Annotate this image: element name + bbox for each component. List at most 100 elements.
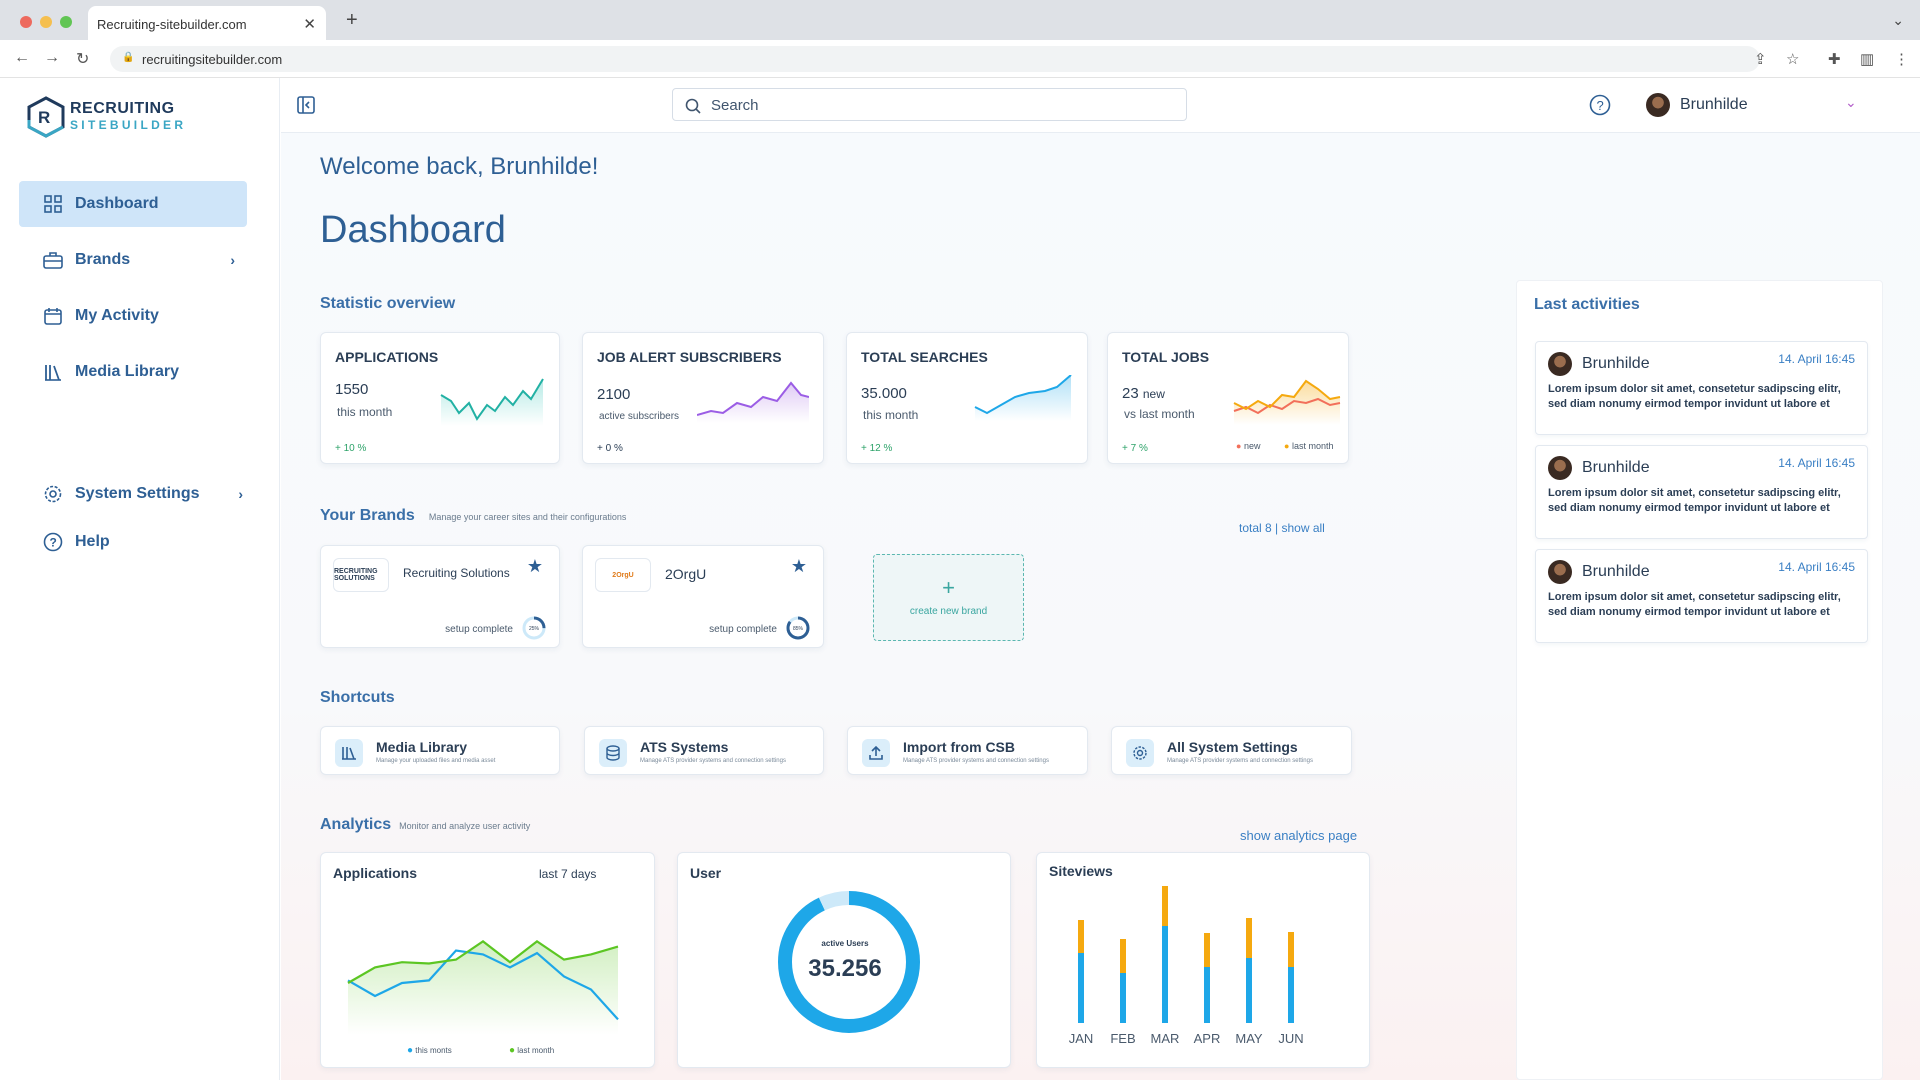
- page-title: Dashboard: [320, 209, 506, 251]
- activity-item[interactable]: Brunhilde 14. April 16:45 Lorem ipsum do…: [1535, 445, 1868, 539]
- browser-menu-icon[interactable]: ⋮: [1894, 51, 1909, 68]
- show-all-brands-link[interactable]: total 8 | show all: [1239, 521, 1325, 535]
- legend-new: ● new: [1236, 441, 1261, 451]
- sidebar-item-media-library[interactable]: Media Library: [19, 349, 247, 395]
- sidebar-item-brands[interactable]: Brands ›: [19, 237, 247, 283]
- chart-title: Applications: [333, 865, 418, 881]
- star-icon[interactable]: ★: [526, 556, 543, 576]
- shortcut-ats-systems[interactable]: ATS Systems Manage ATS provider systems …: [584, 726, 824, 775]
- donut-slice-1: [778, 891, 920, 1033]
- statistic-overview-title: Statistic overview: [320, 295, 456, 312]
- chevron-down-icon[interactable]: ⌄: [1845, 94, 1857, 110]
- close-tab-icon[interactable]: ✕: [303, 16, 316, 33]
- sidebar-item-my-activity[interactable]: My Activity: [19, 293, 247, 339]
- sidebar-item-dashboard[interactable]: Dashboard: [19, 181, 247, 227]
- back-icon[interactable]: ←: [14, 49, 30, 66]
- collapse-sidebar-icon[interactable]: [297, 96, 315, 119]
- shortcut-import-from-csb[interactable]: Import from CSB Manage ATS provider syst…: [847, 726, 1088, 775]
- extensions-icon[interactable]: ✚: [1828, 51, 1841, 68]
- stat-title: TOTAL SEARCHES: [861, 349, 988, 365]
- reload-icon[interactable]: ↻: [76, 51, 90, 68]
- activity-item[interactable]: Brunhilde 14. April 16:45 Lorem ipsum do…: [1535, 549, 1868, 643]
- brand-card-2orgu[interactable]: 2OrgU 2OrgU ★ setup complete 85%: [582, 545, 824, 648]
- tick-label: JUN: [1278, 1031, 1303, 1046]
- lock-icon: 🔒: [122, 52, 135, 63]
- stat-value: 2100: [597, 386, 631, 403]
- close-window-button[interactable]: [20, 16, 32, 28]
- activity-item[interactable]: Brunhilde 14. April 16:45 Lorem ipsum do…: [1535, 341, 1868, 435]
- user-menu[interactable]: Brunhilde: [1646, 93, 1748, 117]
- shortcut-media-library[interactable]: Media Library Manage your uploaded files…: [320, 726, 560, 775]
- user-name: Brunhilde: [1680, 96, 1748, 113]
- search-input[interactable]: Search: [672, 88, 1187, 121]
- chevron-right-icon: ›: [230, 252, 235, 268]
- avatar: [1548, 456, 1572, 480]
- maximize-window-button[interactable]: [60, 16, 72, 28]
- stat-change: + 7 %: [1122, 443, 1148, 454]
- svg-text:R: R: [38, 108, 50, 127]
- browser-tab[interactable]: Recruiting-sitebuilder.com ✕: [88, 6, 326, 40]
- bar-FEB-top: [1120, 939, 1126, 973]
- sidebar: [0, 78, 280, 1080]
- sidebar-item-system-settings[interactable]: System Settings ›: [19, 471, 247, 517]
- stat-value: 35.000: [861, 385, 907, 402]
- bookmark-star-icon[interactable]: ☆: [1786, 51, 1800, 68]
- star-icon[interactable]: ★: [790, 556, 807, 576]
- shortcuts-title: Shortcuts: [320, 689, 395, 706]
- share-icon[interactable]: ⇪: [1754, 51, 1767, 68]
- logo-line2: SITEBUILDER: [70, 118, 187, 132]
- avatar: [1646, 93, 1670, 117]
- sidepanel-icon[interactable]: ▥: [1860, 51, 1875, 68]
- stat-card-job-alert-subscribers[interactable]: JOB ALERT SUBSCRIBERS 2100 active subscr…: [582, 332, 824, 464]
- new-tab-icon[interactable]: +: [346, 9, 358, 31]
- show-analytics-page-link[interactable]: show analytics page: [1240, 828, 1358, 843]
- applications-chart-card: Applications last 7 days ● this monts ● …: [320, 852, 655, 1068]
- bar-APR-top: [1204, 933, 1210, 967]
- your-brands-subtitle: Manage your career sites and their confi…: [428, 512, 627, 522]
- sidebar-item-label: Brands: [75, 251, 131, 268]
- user-chart-card: User active Users 35.256: [677, 852, 1011, 1068]
- period-selector[interactable]: last 7 days: [539, 867, 597, 881]
- forward-icon[interactable]: →: [44, 49, 60, 66]
- applications-line-chart: [347, 940, 619, 1035]
- last-activities-panel: Last activities Brunhilde 14. April 16:4…: [1516, 280, 1883, 1080]
- url-field[interactable]: 🔒 recruitingsitebuilder.com: [110, 46, 1760, 72]
- shortcut-title: ATS Systems: [640, 739, 729, 755]
- avatar: [1548, 560, 1572, 584]
- last-activities-title: Last activities: [1534, 296, 1640, 313]
- search-icon: [685, 98, 701, 114]
- sidebar-item-label: Help: [75, 533, 110, 550]
- tab-list-chevron-icon[interactable]: ⌄: [1892, 12, 1904, 28]
- gear-icon: [1126, 739, 1154, 767]
- stat-change: + 10 %: [335, 443, 367, 454]
- create-new-brand-button[interactable]: + create new brand: [873, 554, 1024, 641]
- shortcut-title: Import from CSB: [903, 739, 1015, 755]
- stat-change: + 0 %: [597, 443, 623, 454]
- stat-change: + 12 %: [861, 443, 893, 454]
- bar-JAN-base: [1078, 953, 1084, 1023]
- plus-icon: +: [942, 575, 955, 600]
- stat-card-applications[interactable]: APPLICATIONS 1550 this month + 10 %: [320, 332, 560, 464]
- tick-label: MAR: [1151, 1031, 1180, 1046]
- shortcut-all-system-settings[interactable]: All System Settings Manage ATS provider …: [1111, 726, 1352, 775]
- help-circle-icon[interactable]: ?: [1589, 94, 1611, 121]
- shortcut-desc: Manage ATS provider systems and connecti…: [903, 758, 1049, 764]
- stat-label: this month: [337, 405, 393, 419]
- brand-name: 2OrgU: [665, 566, 707, 582]
- siteviews-chart-card: Siteviews JAN FEB MAR APR MAY JUN: [1036, 852, 1370, 1068]
- topbar: Search ? Brunhilde ⌄: [281, 78, 1920, 133]
- sparkline: [974, 375, 1072, 421]
- shortcut-desc: Manage ATS provider systems and connecti…: [1167, 758, 1313, 764]
- sidebar-item-help[interactable]: ? Help: [19, 519, 247, 565]
- welcome-text: Welcome back, Brunhilde!: [320, 153, 599, 180]
- window-controls: [20, 16, 72, 28]
- chart-title: User: [690, 865, 722, 881]
- stat-card-total-searches[interactable]: TOTAL SEARCHES 35.000 this month + 12 %: [846, 332, 1088, 464]
- brand-card-recruiting-solutions[interactable]: RECRUITING SOLUTIONS Recruiting Solution…: [320, 545, 560, 648]
- brand-name: Recruiting Solutions: [403, 566, 510, 580]
- minimize-window-button[interactable]: [40, 16, 52, 28]
- stat-card-total-jobs[interactable]: TOTAL JOBS 23 new vs last month + 7 % ● …: [1107, 332, 1349, 464]
- tick-label: MAY: [1235, 1031, 1263, 1046]
- svg-text:?: ?: [1597, 98, 1604, 113]
- brand-logo: 2OrgU: [595, 558, 651, 592]
